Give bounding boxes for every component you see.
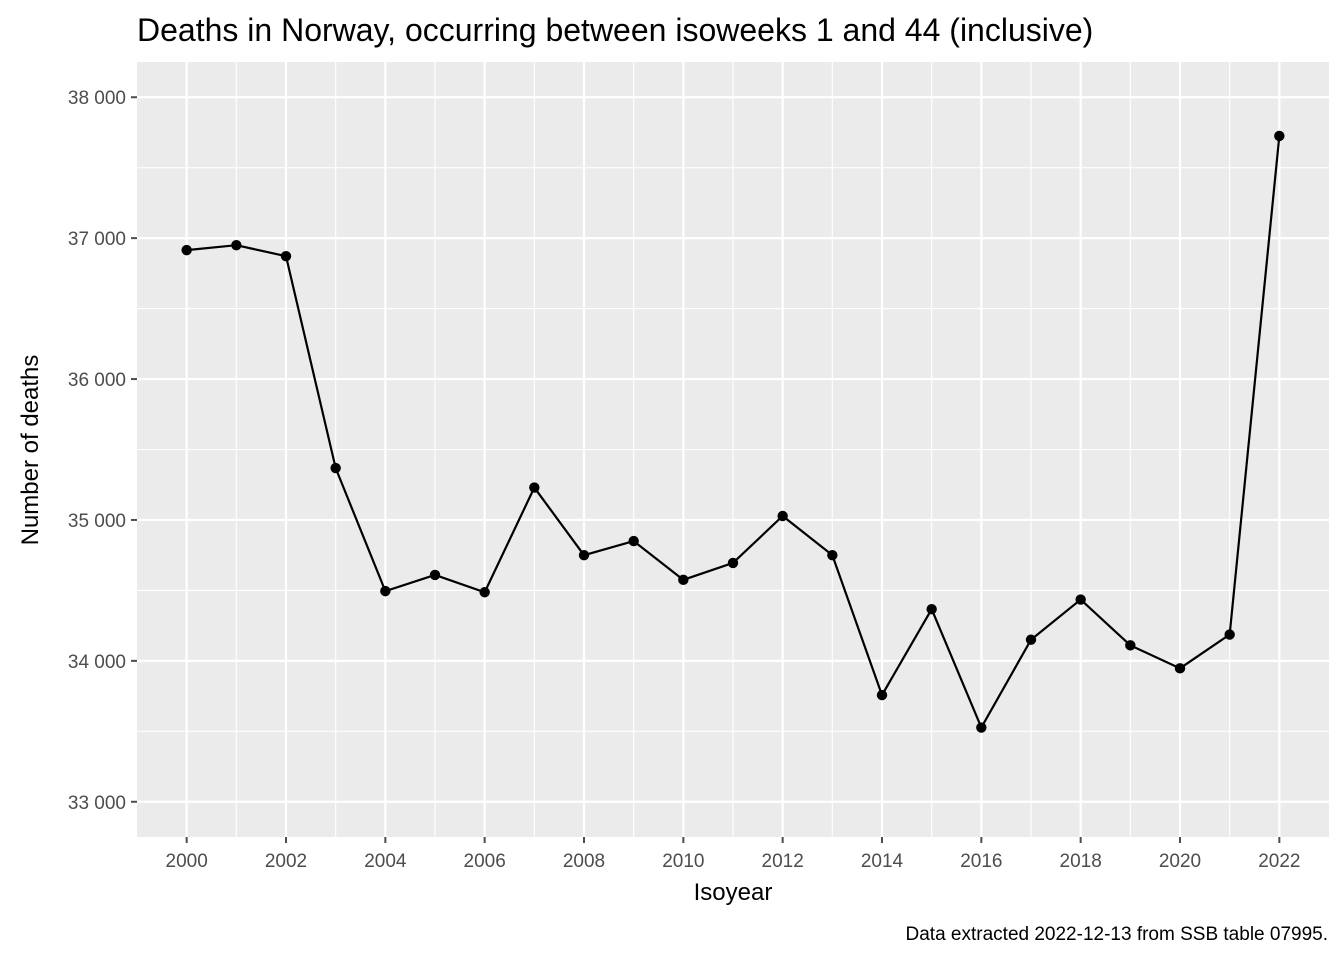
- data-point-2012: [777, 510, 788, 522]
- data-point-2001: [231, 239, 242, 251]
- data-point-2002: [280, 250, 292, 262]
- x-tick-label: 2016: [960, 851, 1002, 872]
- data-point-2004: [380, 585, 391, 597]
- data-point-2013: [827, 549, 838, 561]
- x-axis-title: Isoyear: [694, 879, 773, 906]
- x-tick-label: 2002: [265, 851, 307, 872]
- data-point-2020: [1174, 663, 1186, 674]
- x-tick-label: 2004: [364, 851, 407, 872]
- y-axis-ticks: 33 000 34 000 35 000 36 000 37 000 38 000: [68, 88, 137, 814]
- x-tick-label: 2014: [861, 851, 904, 872]
- chart-caption: Data extracted 2022-12-13 from SSB table…: [906, 924, 1328, 945]
- major-gridlines: [137, 62, 1329, 837]
- x-tick-label: 2022: [1258, 851, 1300, 872]
- minor-gridlines: [137, 62, 1329, 837]
- data-point-2003: [330, 462, 341, 474]
- y-tick-label: 35 000: [68, 511, 126, 532]
- x-tick-label: 2018: [1060, 851, 1102, 872]
- data-point-2016: [976, 722, 987, 733]
- y-tick-label: 34 000: [68, 652, 126, 673]
- data-point-2017: [1025, 634, 1037, 645]
- data-point-2014: [876, 689, 888, 701]
- data-points: [181, 130, 1285, 733]
- data-point-2011: [727, 557, 739, 569]
- x-tick-label: 2000: [166, 851, 208, 872]
- chart-title: Deaths in Norway, occurring between isow…: [137, 12, 1093, 48]
- data-point-2008: [578, 549, 590, 561]
- x-axis-ticks: 2000 2002 2004 2006 2008 2010 2012 2014 2016 2018…: [166, 837, 1300, 872]
- data-point-2018: [1075, 594, 1086, 605]
- data-point-2015: [926, 603, 937, 615]
- data-point-2019: [1125, 640, 1136, 651]
- x-tick-label: 2020: [1159, 851, 1201, 872]
- x-tick-label: 2006: [464, 851, 506, 872]
- data-point-2022: [1274, 130, 1285, 142]
- y-tick-label: 36 000: [68, 370, 126, 391]
- data-point-2006: [479, 587, 490, 598]
- y-tick-label: 33 000: [68, 793, 126, 814]
- y-axis-title: Number of deaths: [17, 355, 44, 546]
- data-point-2009: [628, 535, 639, 547]
- data-point-2021: [1224, 629, 1235, 640]
- x-tick-label: 2008: [563, 851, 605, 872]
- y-tick-label: 38 000: [68, 88, 126, 109]
- data-point-2010: [678, 574, 689, 586]
- x-tick-label: 2012: [762, 851, 804, 872]
- data-point-2007: [529, 482, 540, 493]
- data-point-2005: [429, 569, 441, 581]
- data-point-2000: [181, 244, 192, 256]
- y-tick-label: 37 000: [68, 229, 126, 250]
- x-tick-label: 2010: [662, 851, 704, 872]
